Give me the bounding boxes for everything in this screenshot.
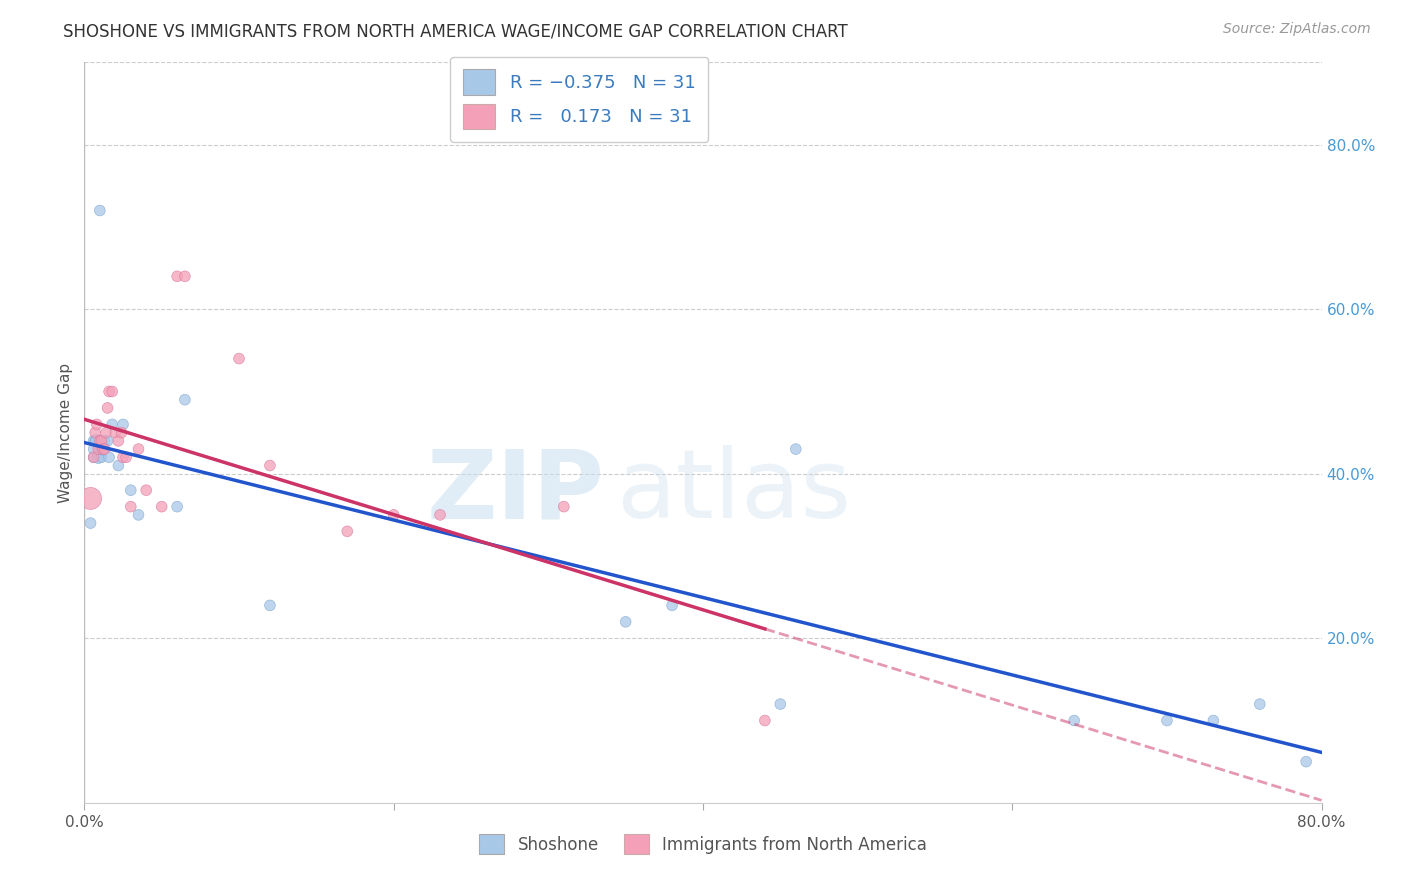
Point [94,425,117,440]
Point [769,697,792,711]
Point [91,442,114,456]
Point [98,450,121,465]
Point [553,500,575,514]
Point [127,508,149,522]
Point [89,434,111,448]
Point [150,500,173,514]
Point [112,417,135,432]
Point [86,434,108,448]
Point [84,425,107,440]
Point [120,483,142,498]
Point [1295,755,1317,769]
Point [1249,697,1271,711]
Point [93,442,115,456]
Point [127,442,149,456]
Point [107,434,129,448]
Point [90,450,112,465]
Point [86,417,108,432]
Point [83,442,105,456]
Point [1063,714,1085,728]
Point [84,434,107,448]
Point [89,203,111,218]
Text: ZIP: ZIP [426,445,605,539]
Text: Source: ZipAtlas.com: Source: ZipAtlas.com [1223,22,1371,37]
Point [259,458,281,473]
Point [83,450,105,465]
Point [89,442,111,456]
Point [83,434,105,448]
Point [107,458,129,473]
Point [96,434,118,448]
Point [110,425,132,440]
Point [93,434,115,448]
Y-axis label: Wage/Income Gap: Wage/Income Gap [58,362,73,503]
Point [135,483,157,498]
Point [91,442,114,456]
Point [1202,714,1225,728]
Point [112,450,135,465]
Legend: Shoshone, Immigrants from North America: Shoshone, Immigrants from North America [472,828,934,861]
Point [166,269,188,284]
Point [259,599,281,613]
Point [101,417,124,432]
Point [166,500,188,514]
Point [79,491,101,506]
Point [90,434,112,448]
Point [228,351,250,366]
Point [174,392,197,407]
Text: SHOSHONE VS IMMIGRANTS FROM NORTH AMERICA WAGE/INCOME GAP CORRELATION CHART: SHOSHONE VS IMMIGRANTS FROM NORTH AMERIC… [63,22,848,40]
Point [87,450,110,465]
Point [429,508,451,522]
Point [785,442,807,456]
Point [174,269,197,284]
Point [661,599,683,613]
Point [98,384,121,399]
Point [101,384,124,399]
Point [104,425,127,440]
Text: atlas: atlas [616,445,852,539]
Point [336,524,359,539]
Point [120,500,142,514]
Point [87,442,110,456]
Point [96,401,118,415]
Point [614,615,637,629]
Point [83,450,105,465]
Point [79,516,101,530]
Point [382,508,405,522]
Point [115,450,138,465]
Point [1156,714,1178,728]
Point [754,714,776,728]
